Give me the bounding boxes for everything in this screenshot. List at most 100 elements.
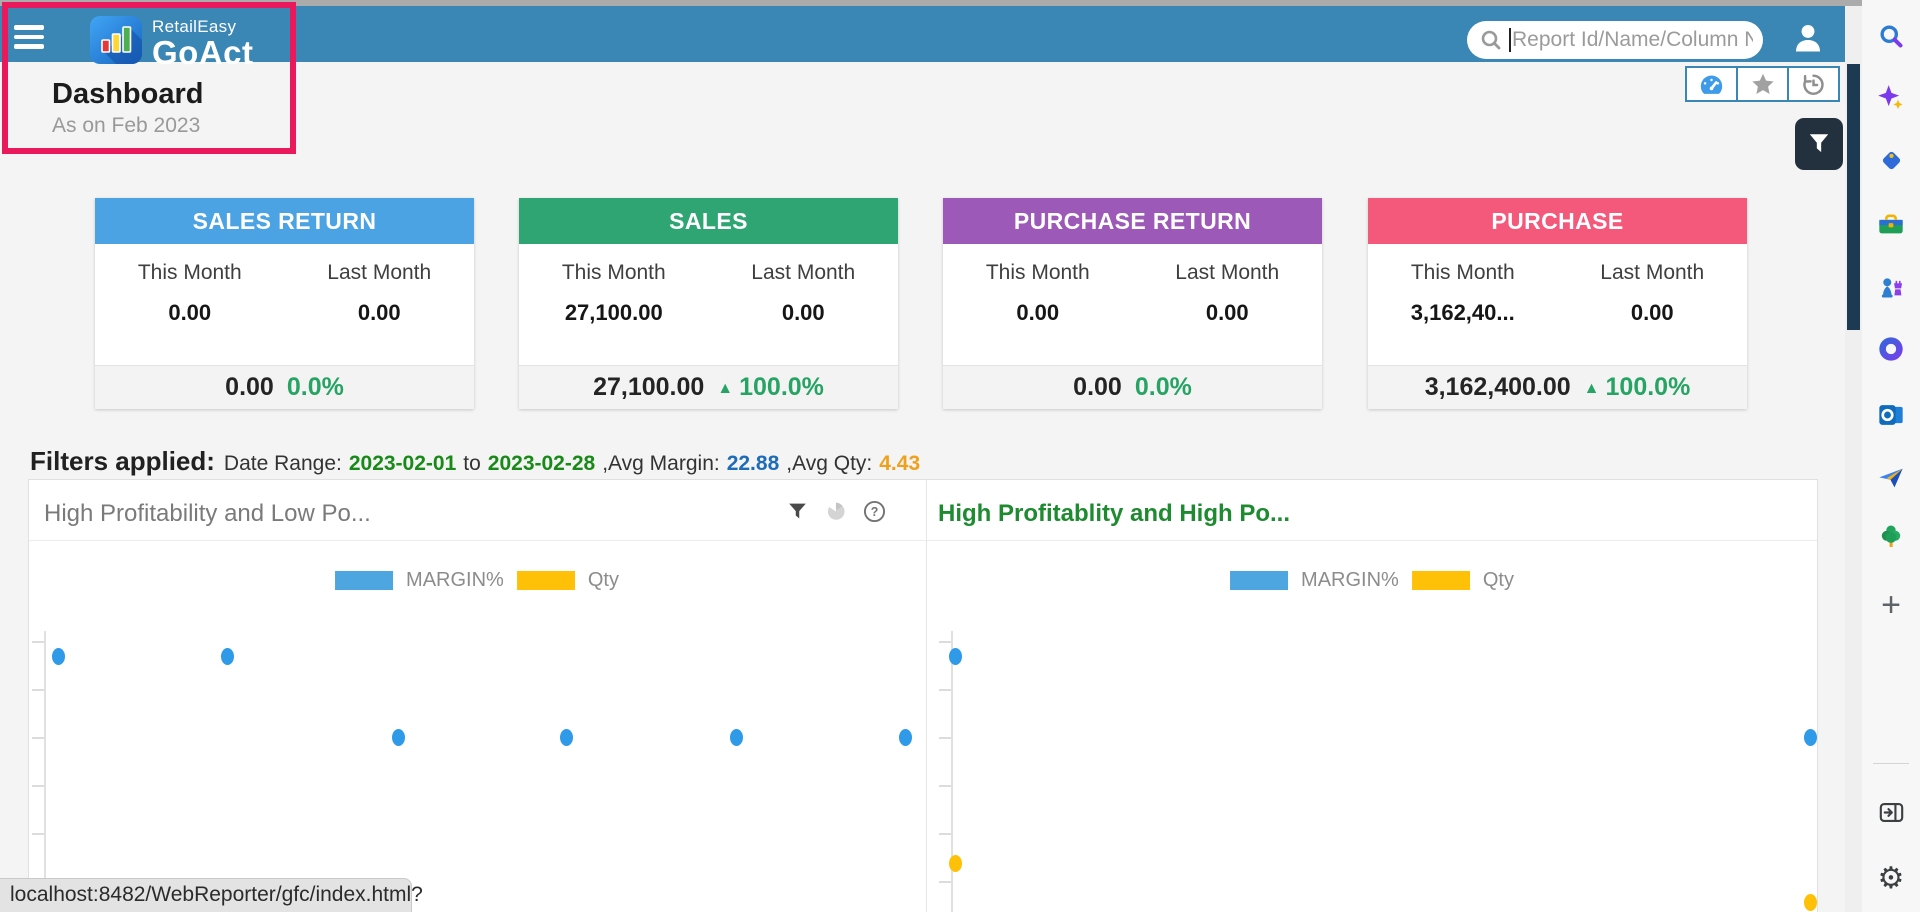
logo-barchart-icon — [90, 16, 142, 69]
global-search — [1467, 21, 1763, 59]
sidebar-copilot-icon[interactable] — [1862, 81, 1920, 115]
kpi-card-footer: 27,100.00 ▲ 100.0% — [519, 365, 898, 409]
sidebar-search-icon[interactable] — [1862, 19, 1920, 53]
hamburger-menu-icon[interactable] — [14, 25, 46, 49]
brand-bottom: GoAct — [152, 34, 254, 71]
sidebar-microsoft-365-icon[interactable] — [1862, 332, 1920, 366]
avg-margin-value: 22.88 — [726, 452, 780, 475]
filter-button[interactable] — [1795, 118, 1843, 170]
legend-label[interactable]: MARGIN% — [1301, 569, 1399, 591]
dashboard-gauge-button[interactable] — [1685, 66, 1738, 102]
legend-label[interactable]: Qty — [587, 569, 619, 591]
sidebar-price-tag-icon[interactable] — [1862, 143, 1920, 177]
last-month-value: 0.00 — [1205, 300, 1249, 325]
legend-swatch[interactable] — [1230, 571, 1289, 590]
kpi-total-value: 0.00 — [225, 373, 274, 401]
this-month-value: 3,162,40... — [1410, 300, 1515, 325]
last-month-label: Last Month — [1600, 261, 1705, 284]
y-axis-tick — [939, 640, 951, 643]
scatter-point-margin — [730, 729, 744, 747]
panel-header-divider — [29, 540, 1817, 541]
sidebar-paper-plane-icon[interactable] — [1862, 461, 1920, 495]
kpi-total-value: 0.00 — [1073, 373, 1122, 401]
this-month-label: This Month — [1410, 261, 1515, 284]
date-range-label: Date Range: — [223, 452, 342, 475]
date-from-value: 2023-02-01 — [348, 452, 457, 475]
sidebar-add-icon[interactable]: + — [1881, 586, 1901, 624]
legend-swatch[interactable] — [335, 571, 394, 590]
kpi-card: PURCHASE This Month 3,162,40... Last Month 0… — [1368, 198, 1747, 409]
kpi-card-body: This Month 3,162,40... Last Month 0.00 — [1368, 244, 1747, 365]
history-button[interactable] — [1787, 66, 1840, 102]
legend-label[interactable]: Qty — [1482, 569, 1514, 591]
filters-applied-line: Filters applied: Date Range: 2023-02-01 … — [30, 446, 920, 477]
kpi-total-value: 3,162,400.00 — [1424, 373, 1571, 401]
kpi-card-body: This Month 0.00 Last Month 0.00 — [95, 244, 474, 365]
scatter-point-margin — [391, 729, 405, 747]
y-axis-tick — [32, 737, 44, 740]
filters-label: Filters applied: — [30, 446, 215, 476]
y-axis-tick — [939, 737, 951, 740]
last-month-value: 0.00 — [781, 300, 825, 325]
brand-top: RetailEasy — [152, 17, 237, 36]
avg-qty-value: 4.43 — [879, 452, 921, 475]
sidebar-settings-icon[interactable]: ⚙ — [1877, 862, 1905, 895]
legend-swatch[interactable] — [1411, 571, 1470, 590]
to-text: to — [463, 452, 481, 475]
kpi-card-title: SALES RETURN — [95, 198, 474, 244]
y-axis-tick — [939, 689, 951, 692]
user-avatar-icon[interactable] — [1790, 20, 1826, 61]
scatter-point-margin — [898, 729, 912, 747]
view-toolbar — [1685, 66, 1840, 102]
chart-legend: MARGIN% Qty — [335, 569, 619, 592]
scatter-point-margin — [1804, 729, 1817, 747]
brand-text: RetailEasy GoAct — [152, 16, 254, 69]
y-axis-tick — [939, 832, 951, 835]
sidebar-tree-icon[interactable] — [1862, 519, 1920, 553]
kpi-card: PURCHASE RETURN This Month 0.00 Last Month 0… — [943, 198, 1322, 409]
avg-margin-label: ,Avg Margin: — [602, 452, 720, 475]
this-month-label: This Month — [137, 261, 242, 284]
sidebar-games-icon[interactable] — [1862, 270, 1920, 304]
sidebar-toolbox-icon[interactable] — [1862, 207, 1920, 241]
last-month-label: Last Month — [751, 261, 856, 284]
y-axis-tick — [32, 784, 44, 787]
window-top-strip — [0, 0, 1920, 6]
trend-up-icon: ▲ — [717, 379, 734, 397]
last-month-value: 0.00 — [357, 300, 401, 325]
left-chart-toolbar: ? — [787, 500, 886, 523]
kpi-card-title: PURCHASE — [1368, 198, 1747, 244]
scatter-point-margin — [220, 648, 234, 666]
legend-swatch[interactable] — [516, 571, 575, 590]
app-header: RetailEasy GoAct — [0, 6, 1845, 69]
scrollbar-track[interactable] — [1845, 6, 1862, 912]
this-month-label: This Month — [985, 261, 1090, 284]
browser-sidebar: + ⚙ — [1862, 0, 1920, 912]
y-axis-tick — [939, 881, 951, 884]
text-caret — [1509, 28, 1511, 52]
help-icon[interactable]: ? — [863, 500, 886, 523]
search-input[interactable] — [1512, 28, 1753, 52]
filter-funnel-icon — [1806, 131, 1832, 157]
y-axis-tick — [32, 640, 44, 643]
y-axis — [44, 631, 46, 912]
scrollbar-thumb[interactable] — [1847, 64, 1860, 330]
legend-label[interactable]: MARGIN% — [406, 569, 504, 591]
kpi-total-value: 27,100.00 — [593, 373, 705, 401]
this-month-value: 0.00 — [168, 300, 212, 325]
kpi-card-title: SALES — [519, 198, 898, 244]
pie-chart-icon[interactable] — [825, 501, 846, 522]
chart-title: High Profitability and Low Po... — [44, 500, 371, 527]
chart-filter-icon[interactable] — [787, 501, 808, 522]
y-axis-tick — [32, 832, 44, 835]
favorites-star-button[interactable] — [1736, 66, 1789, 102]
sidebar-panel-toggle-icon[interactable] — [1862, 795, 1920, 829]
svg-text:?: ? — [871, 505, 879, 519]
y-axis-tick — [32, 689, 44, 692]
this-month-label: This Month — [561, 261, 666, 284]
last-month-value: 0.00 — [1630, 300, 1674, 325]
sidebar-outlook-icon[interactable] — [1862, 398, 1920, 432]
scatter-point-margin — [52, 648, 66, 666]
app-logo[interactable]: RetailEasy GoAct — [90, 16, 254, 69]
